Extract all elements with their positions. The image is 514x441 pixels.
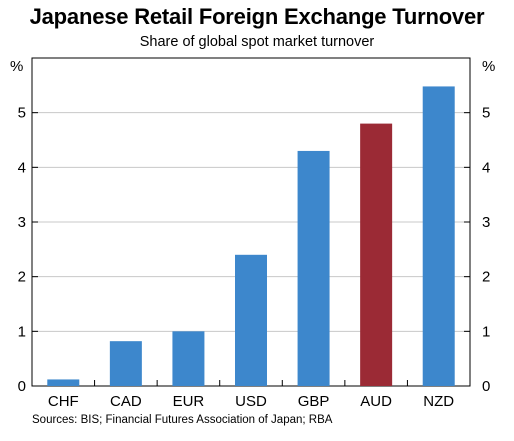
y-tick-label-right: 0 — [482, 378, 490, 395]
bar-eur — [172, 331, 205, 386]
bar-aud — [360, 123, 393, 386]
y-tick-label-right: 4 — [482, 159, 490, 176]
bar-cad — [109, 341, 142, 386]
chart-subtitle: Share of global spot market turnover — [139, 34, 375, 50]
y-tick-label-left: 2 — [18, 269, 26, 286]
x-tick-label: GBP — [298, 393, 330, 410]
x-tick-label: CAD — [110, 393, 142, 410]
x-tick-label: USD — [235, 393, 267, 410]
chart-title: Japanese Retail Foreign Exchange Turnove… — [29, 4, 485, 29]
source-note: Sources: BIS; Financial Futures Associat… — [32, 414, 333, 426]
bar-usd — [235, 254, 267, 386]
y-tick-label-left: 1 — [18, 323, 26, 340]
y-tick-label-right: 1 — [482, 323, 490, 340]
y-tick-label-left: 5 — [18, 105, 26, 122]
x-tick-label: CHF — [48, 393, 79, 410]
bar-nzd — [422, 86, 455, 386]
x-tick-label: EUR — [173, 393, 205, 410]
y-tick-label-left: 3 — [18, 214, 26, 231]
y-tick-label-left: 0 — [18, 378, 26, 395]
y-unit-right: % — [482, 58, 495, 75]
x-tick-label: AUD — [360, 393, 392, 410]
y-unit-left: % — [10, 58, 23, 75]
y-tick-label-left: 4 — [18, 159, 26, 176]
y-tick-label-right: 5 — [482, 105, 490, 122]
bar-gbp — [297, 150, 330, 386]
x-tick-label: NZD — [423, 393, 454, 410]
bar-chf — [47, 379, 80, 386]
y-tick-label-right: 3 — [482, 214, 490, 231]
y-tick-label-right: 2 — [482, 269, 490, 286]
